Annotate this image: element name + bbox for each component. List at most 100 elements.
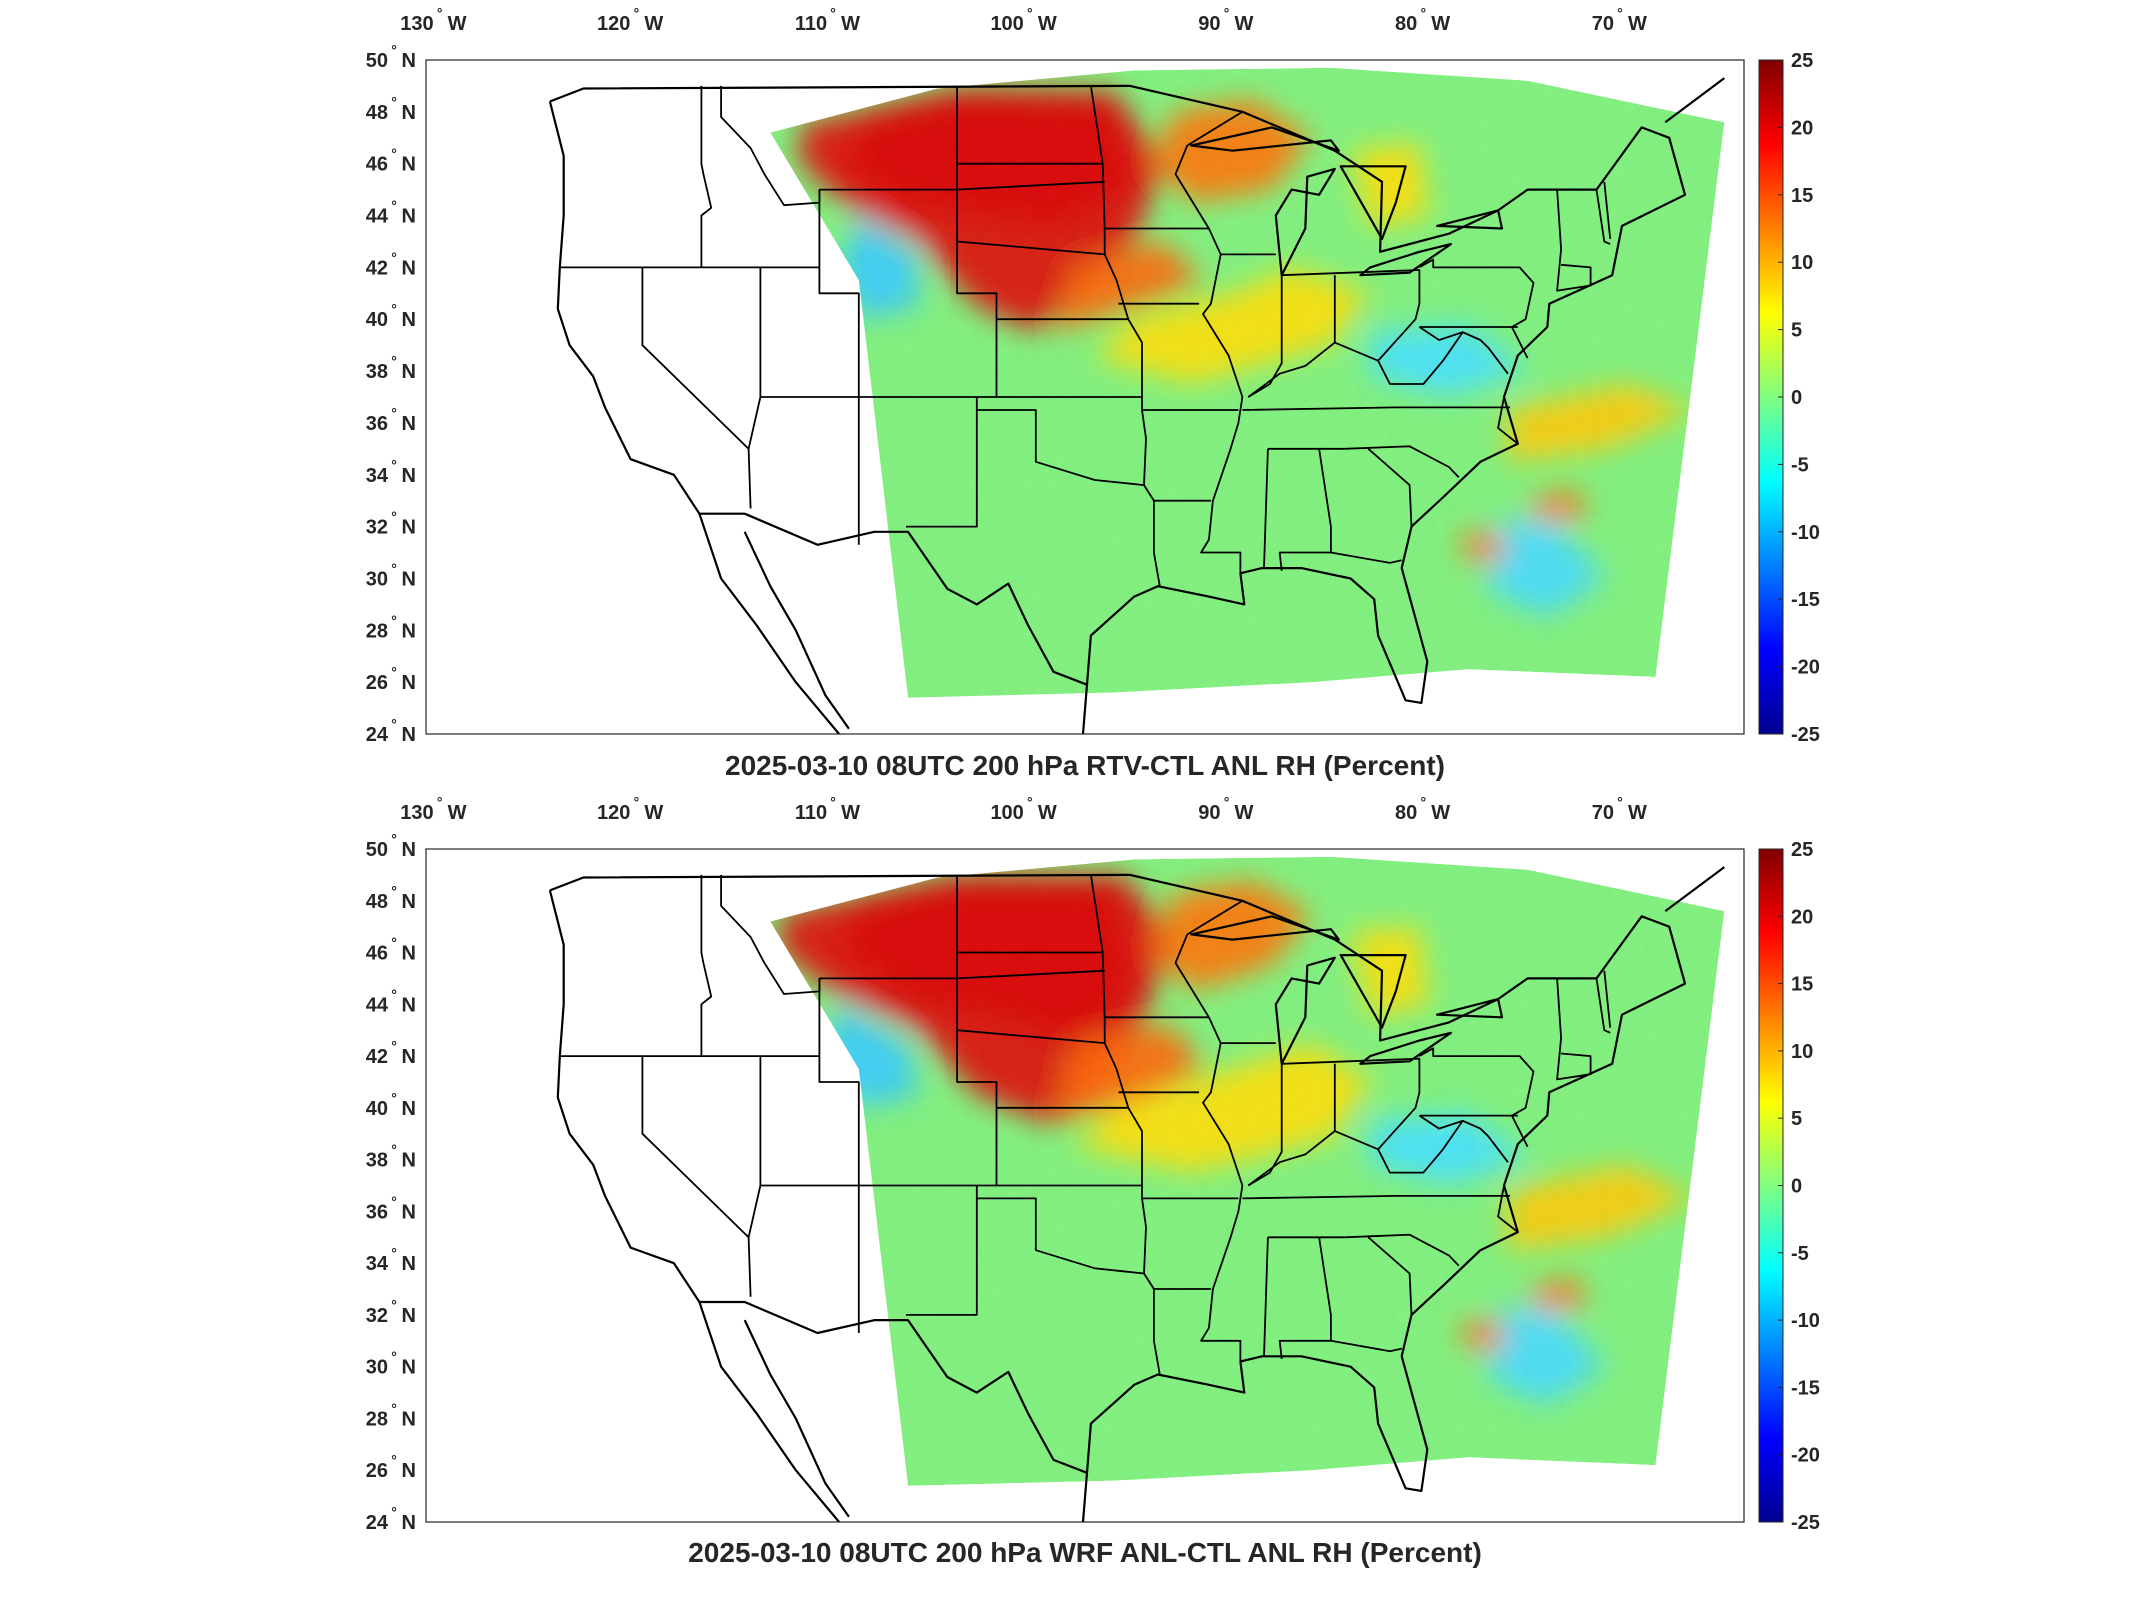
state-boundary	[1174, 900, 1244, 1362]
west-label: W	[1235, 802, 1254, 824]
degree-symbol: °	[391, 146, 397, 162]
colorbar-tick-label: -5	[1791, 1243, 1809, 1265]
degree-symbol: °	[391, 716, 397, 732]
latitude-tick-label: 30	[366, 568, 388, 590]
state-boundary	[1418, 1114, 1509, 1163]
latitude-tick-label: 32	[366, 517, 388, 539]
great-lake-outline	[1339, 954, 1407, 1029]
west-label: W	[1038, 13, 1057, 35]
north-label: N	[402, 1046, 416, 1068]
state-boundary	[818, 978, 860, 1186]
north-label: N	[402, 620, 416, 642]
latitude-tick-label: 32	[366, 1305, 388, 1327]
canada-coastline	[1664, 866, 1725, 912]
state-boundary	[1603, 181, 1612, 239]
map-boundaries	[548, 77, 1725, 734]
north-label: N	[402, 724, 416, 746]
latitude-tick-label: 34	[366, 465, 389, 487]
map-panel-2: 130 ° W 120 ° W 110 ° W 100 ° W 90 ° W 80 ° W 70 ° W50 ° N48 ° N…	[366, 794, 1820, 1568]
north-label: N	[402, 943, 416, 965]
colorbar-tick-label: -5	[1791, 454, 1809, 476]
longitude-tick-label: 110	[795, 802, 827, 824]
latitude-tick-label: 42	[366, 257, 388, 279]
latitude-tick-label: 40	[366, 1098, 388, 1120]
degree-symbol: °	[391, 986, 397, 1002]
state-boundary	[1367, 448, 1413, 527]
colorbar-tick-label: 20	[1791, 117, 1813, 139]
degree-symbol: °	[391, 457, 397, 473]
degree-symbol: °	[391, 1142, 397, 1158]
north-label: N	[402, 1305, 416, 1327]
degree-symbol: °	[830, 5, 836, 21]
degree-symbol: °	[391, 935, 397, 951]
colorbar-tick-label: 5	[1791, 320, 1802, 342]
us-coastline	[548, 84, 1687, 704]
colorbar-tick-label: -25	[1791, 724, 1820, 746]
map-axes-frame	[425, 59, 1745, 735]
west-label: W	[1235, 13, 1254, 35]
degree-symbol: °	[391, 1193, 397, 1209]
great-lake-outline	[1436, 209, 1504, 230]
state-boundary	[976, 409, 1145, 486]
degree-symbol: °	[1224, 5, 1230, 21]
degree-symbol: °	[391, 1297, 397, 1313]
baja-coastline	[743, 531, 850, 730]
degree-symbol: °	[437, 794, 443, 810]
north-label: N	[402, 568, 416, 590]
map-panel-1: 130 ° W 120 ° W 110 ° W 100 ° W 90 ° W 80 ° W 70 ° W50 ° N48 ° N…	[366, 5, 1820, 781]
canada-coastline	[1664, 77, 1725, 124]
state-boundary	[641, 1056, 750, 1238]
degree-symbol: °	[391, 1400, 397, 1416]
latitude-tick-label: 44	[366, 206, 389, 228]
longitude-tick-label: 80	[1395, 802, 1417, 824]
west-label: W	[644, 802, 663, 824]
state-boundary	[1377, 331, 1464, 385]
colorbar-tick-label: 15	[1791, 185, 1813, 207]
us-coastline	[548, 873, 1687, 1492]
gulf-coastline	[1081, 684, 1089, 734]
state-boundary	[747, 267, 762, 509]
great-lake-outline	[1190, 915, 1340, 941]
degree-symbol: °	[391, 612, 397, 628]
colorbar-tick-label: 25	[1791, 839, 1813, 861]
degree-symbol: °	[1027, 5, 1033, 21]
longitude-tick-label: 70	[1592, 802, 1614, 824]
longitude-tick-label: 130	[400, 802, 433, 824]
colorbar-tick-label: -15	[1791, 1377, 1820, 1399]
state-boundary	[1556, 189, 1592, 292]
state-boundary	[1497, 1185, 1519, 1233]
latitude-tick-label: 40	[366, 309, 388, 331]
colorbar-tick-label: -20	[1791, 1445, 1820, 1467]
state-boundary	[1344, 1233, 1460, 1267]
map-boundaries	[548, 866, 1725, 1522]
west-label: W	[448, 13, 467, 35]
state-boundary	[1330, 551, 1402, 564]
map-plot-area	[426, 60, 1744, 734]
colorbar-tick-label: -10	[1791, 1310, 1820, 1332]
degree-symbol: °	[391, 198, 397, 214]
colorbar-tick-label: 20	[1791, 906, 1813, 928]
great-lake-outline	[1339, 165, 1407, 240]
state-boundary	[819, 969, 1105, 980]
degree-symbol: °	[391, 664, 397, 680]
north-label: N	[402, 413, 416, 435]
north-label: N	[402, 361, 416, 383]
state-boundary	[906, 397, 978, 528]
north-label: N	[402, 1460, 416, 1482]
latitude-tick-label: 30	[366, 1357, 388, 1379]
latitude-tick-label: 46	[366, 943, 388, 965]
degree-symbol: °	[830, 794, 836, 810]
field-texture	[770, 67, 1725, 698]
north-label: N	[402, 994, 416, 1016]
colorbar-tick-label: 25	[1791, 50, 1813, 72]
latitude-tick-label: 28	[366, 620, 388, 642]
state-boundary	[1603, 970, 1612, 1028]
latitude-tick-label: 26	[366, 1460, 388, 1482]
great-lake-outline	[1359, 243, 1452, 277]
state-boundary	[747, 1056, 762, 1297]
state-boundary	[1247, 1063, 1283, 1187]
state-boundary	[1556, 978, 1592, 1081]
longitude-tick-label: 100	[990, 13, 1023, 35]
latitude-tick-label: 36	[366, 413, 388, 435]
